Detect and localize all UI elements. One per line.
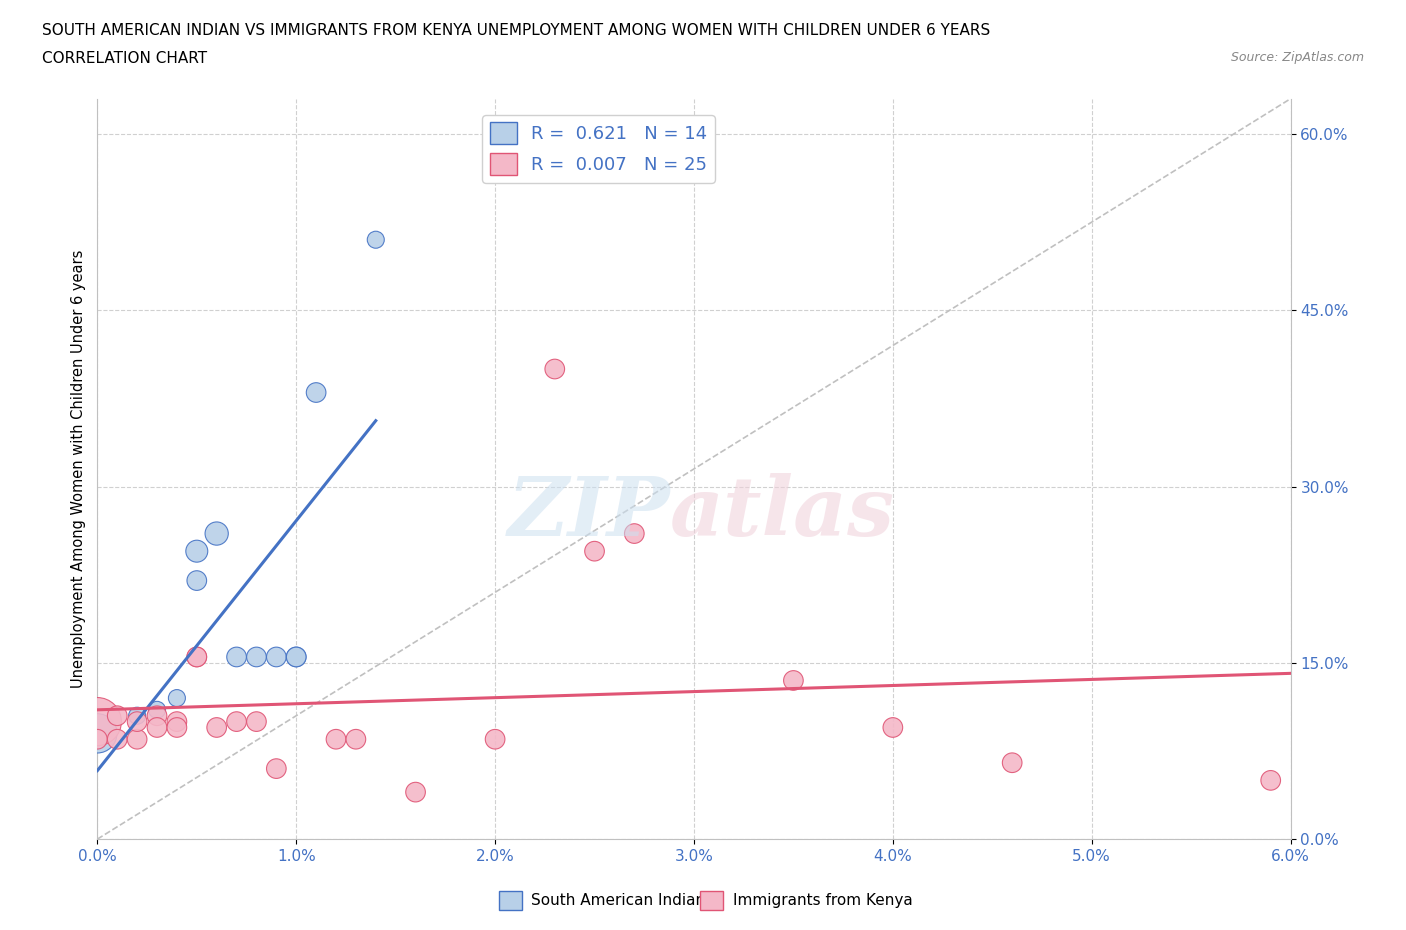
Point xyxy=(544,362,567,377)
Point xyxy=(166,714,188,729)
Point xyxy=(146,720,169,735)
Point xyxy=(782,673,804,688)
Point xyxy=(623,526,645,541)
Point xyxy=(105,709,128,724)
Point xyxy=(146,709,169,724)
Text: CORRELATION CHART: CORRELATION CHART xyxy=(42,51,207,66)
Text: ZIP: ZIP xyxy=(508,473,671,553)
Point xyxy=(127,709,149,724)
Point xyxy=(405,785,427,800)
Point xyxy=(344,732,367,747)
Y-axis label: Unemployment Among Women with Children Under 6 years: Unemployment Among Women with Children U… xyxy=(72,250,86,688)
Point xyxy=(1001,755,1024,770)
Point xyxy=(127,732,149,747)
Point xyxy=(205,720,228,735)
Point xyxy=(105,732,128,747)
Point xyxy=(583,544,606,559)
Point xyxy=(266,761,288,776)
Point xyxy=(186,649,208,664)
Point xyxy=(166,720,188,735)
Text: Immigrants from Kenya: Immigrants from Kenya xyxy=(733,893,912,908)
Point xyxy=(86,732,108,747)
Point xyxy=(186,649,208,664)
Point xyxy=(146,702,169,717)
Point xyxy=(86,714,108,729)
Point xyxy=(186,544,208,559)
Point xyxy=(484,732,506,747)
Text: South American Indians: South American Indians xyxy=(531,893,714,908)
Point xyxy=(364,232,387,247)
Point xyxy=(325,732,347,747)
Point xyxy=(205,526,228,541)
Point xyxy=(245,714,267,729)
Text: SOUTH AMERICAN INDIAN VS IMMIGRANTS FROM KENYA UNEMPLOYMENT AMONG WOMEN WITH CHI: SOUTH AMERICAN INDIAN VS IMMIGRANTS FROM… xyxy=(42,23,990,38)
Point xyxy=(285,649,308,664)
Point xyxy=(127,714,149,729)
Point xyxy=(186,573,208,588)
Point xyxy=(225,649,247,664)
Point xyxy=(1260,773,1282,788)
Point xyxy=(285,649,308,664)
Point xyxy=(166,691,188,706)
Point xyxy=(266,649,288,664)
Point xyxy=(245,649,267,664)
Text: atlas: atlas xyxy=(671,473,896,553)
Point xyxy=(305,385,328,400)
Text: Source: ZipAtlas.com: Source: ZipAtlas.com xyxy=(1230,51,1364,64)
Point xyxy=(882,720,904,735)
Point xyxy=(86,726,108,741)
Point xyxy=(225,714,247,729)
Legend: R =  0.621   N = 14, R =  0.007   N = 25: R = 0.621 N = 14, R = 0.007 N = 25 xyxy=(482,115,714,182)
